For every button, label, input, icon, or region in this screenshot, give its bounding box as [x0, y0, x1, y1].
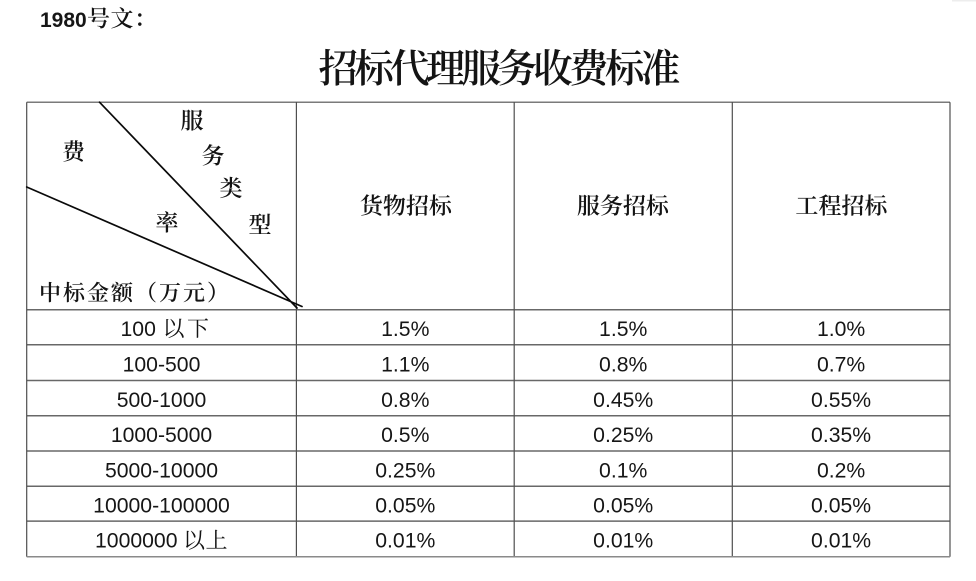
svg-text:1.1%: 1.1% [381, 353, 429, 376]
svg-text:0.5%: 0.5% [381, 424, 429, 447]
svg-text:1.5%: 1.5% [381, 318, 429, 341]
svg-text:1000000: 1000000 [95, 530, 177, 553]
svg-text:1.0%: 1.0% [817, 318, 865, 341]
svg-text:0.55%: 0.55% [811, 389, 871, 412]
svg-text:0.01%: 0.01% [375, 530, 435, 553]
svg-text:0.7%: 0.7% [817, 353, 865, 376]
svg-text:1980: 1980 [40, 9, 87, 32]
svg-text:0.8%: 0.8% [381, 389, 429, 412]
svg-text:0.01%: 0.01% [811, 530, 871, 553]
svg-text:1.5%: 1.5% [599, 318, 647, 341]
svg-text:0.05%: 0.05% [811, 494, 871, 517]
svg-text:0.25%: 0.25% [375, 459, 435, 482]
svg-text:1000-5000: 1000-5000 [111, 424, 212, 447]
svg-text:5000-10000: 5000-10000 [105, 459, 218, 482]
svg-text:100: 100 [121, 318, 156, 341]
svg-text:0.01%: 0.01% [593, 530, 653, 553]
svg-text:100-500: 100-500 [123, 353, 201, 376]
svg-text:0.1%: 0.1% [599, 459, 647, 482]
svg-text:500-1000: 500-1000 [117, 389, 207, 412]
svg-text:0.05%: 0.05% [593, 494, 653, 517]
svg-text:0.25%: 0.25% [593, 424, 653, 447]
svg-text:10000-100000: 10000-100000 [93, 494, 230, 517]
svg-text:0.05%: 0.05% [375, 494, 435, 517]
svg-text:0.2%: 0.2% [817, 459, 865, 482]
svg-text:0.45%: 0.45% [593, 389, 653, 412]
svg-text:0.8%: 0.8% [599, 353, 647, 376]
svg-text:0.35%: 0.35% [811, 424, 871, 447]
